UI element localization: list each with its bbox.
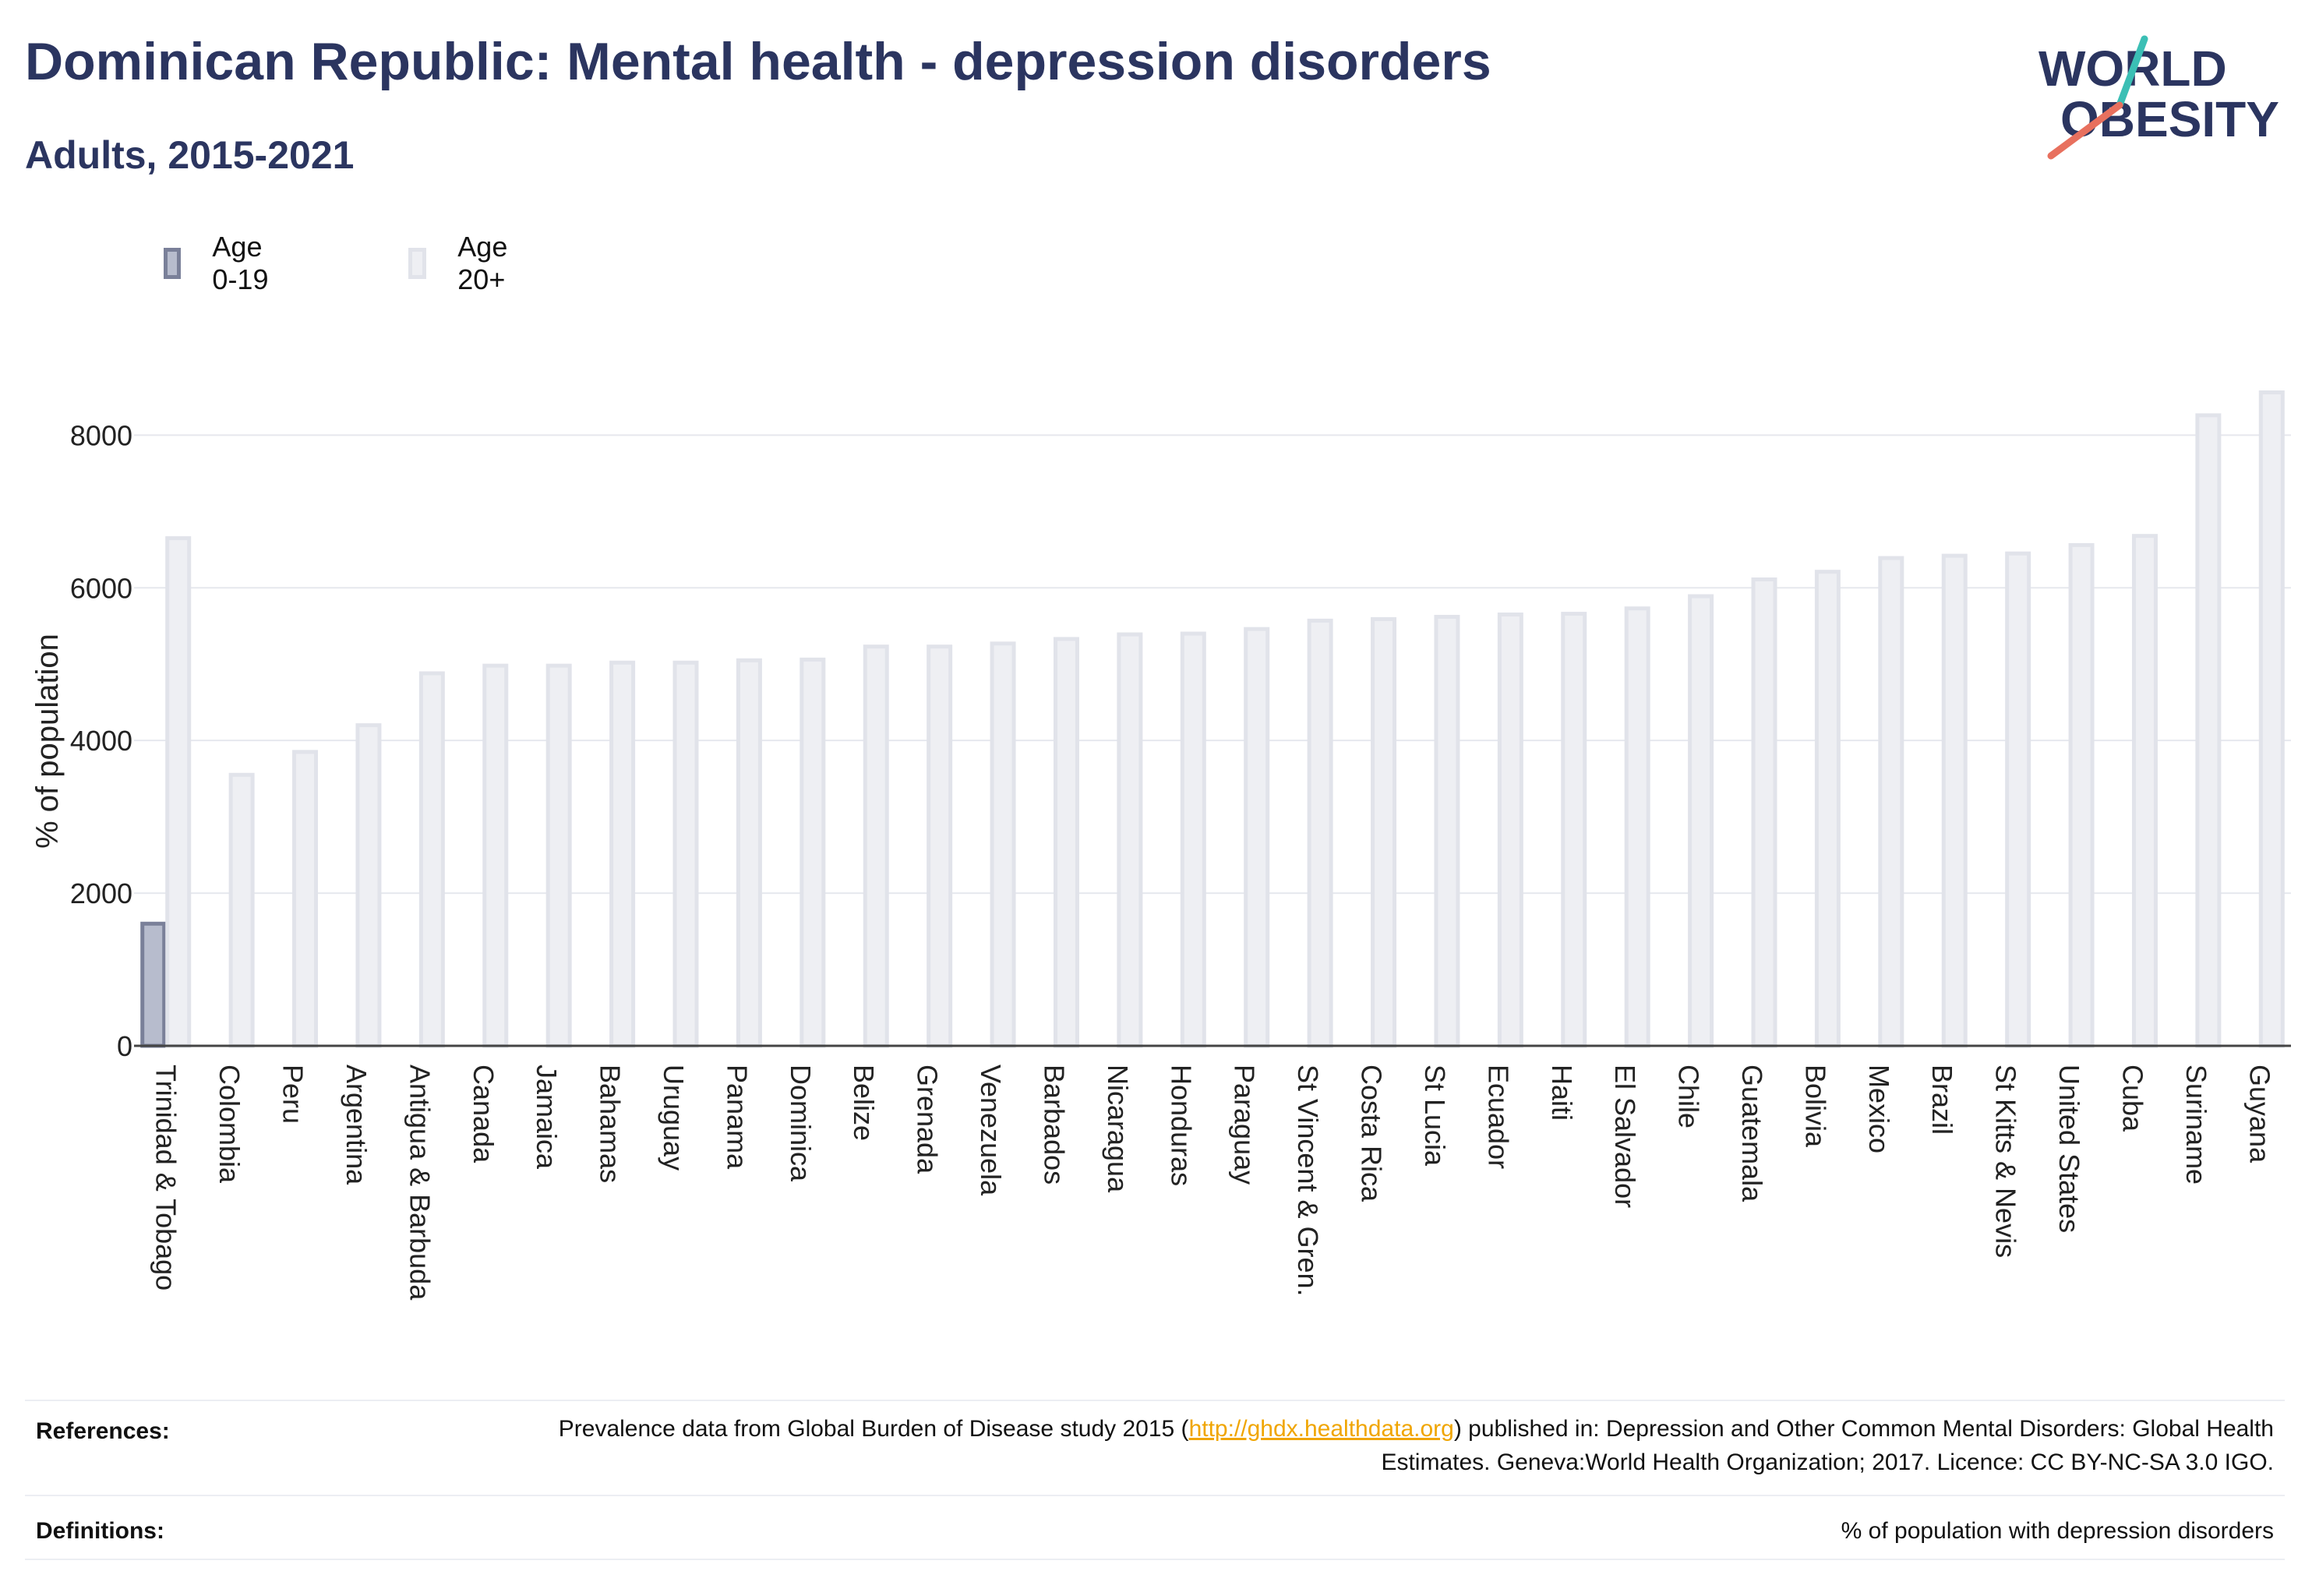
bar — [736, 658, 762, 1048]
x-tick-label: Venezuela — [975, 1065, 1007, 1196]
footer-divider-top — [25, 1400, 2285, 1401]
bar — [672, 660, 699, 1048]
y-tick-label: 6000 — [70, 572, 132, 604]
y-tick-label: 8000 — [70, 419, 132, 451]
references-link[interactable]: http://ghdx.healthdata.org — [1188, 1416, 1454, 1442]
x-tick-label: United States — [2053, 1065, 2085, 1233]
legend-label-age-0-19: Age 0-19 — [212, 231, 269, 295]
bar — [1053, 637, 1079, 1048]
references-text: Prevalence data from Global Burden of Di… — [482, 1412, 2274, 1479]
bar — [2068, 542, 2095, 1048]
bar — [1878, 556, 1904, 1048]
x-tick-label: Guatemala — [1736, 1065, 1768, 1202]
x-tick-label: Argentina — [341, 1065, 372, 1185]
page-subtitle: Adults, 2015-2021 — [25, 133, 355, 177]
bar — [355, 723, 382, 1048]
bar — [1941, 553, 1968, 1048]
bar — [1434, 614, 1460, 1048]
legend-item-age-0-19[interactable]: Age 0-19 — [164, 231, 271, 296]
x-tick-label: Haiti — [1546, 1065, 1578, 1121]
x-tick-label: Paraguay — [1229, 1065, 1261, 1185]
bar — [292, 750, 319, 1048]
x-tick-label: St Lucia — [1419, 1065, 1451, 1167]
bar — [1561, 612, 1587, 1048]
x-tick-label: Chile — [1673, 1065, 1705, 1128]
x-tick-label: Trinidad & Tobago — [150, 1065, 182, 1291]
references-label: References: — [36, 1418, 170, 1444]
x-tick-label: Suriname — [2180, 1065, 2212, 1185]
x-tick-label: Bahamas — [595, 1065, 627, 1183]
x-tick-label: St Vincent & Gren. — [1292, 1065, 1324, 1297]
y-tick-label: 4000 — [70, 725, 132, 757]
bar — [1688, 594, 1714, 1048]
bar — [228, 772, 255, 1048]
x-tick-label: Dominica — [785, 1065, 817, 1182]
x-tick-label: Peru — [277, 1065, 309, 1124]
references-pre: Prevalence data from Global Burden of Di… — [558, 1416, 1189, 1442]
y-axis-label: % of population — [30, 634, 65, 849]
bar — [1307, 618, 1333, 1048]
x-tick-label: Antigua & Barbuda — [404, 1065, 436, 1301]
x-tick-label: El Salvador — [1609, 1065, 1641, 1208]
bar — [609, 660, 636, 1048]
y-tick-label: 2000 — [70, 877, 132, 909]
x-tick-label: Mexico — [1863, 1065, 1895, 1153]
x-tick-label: Bolivia — [1799, 1065, 1831, 1148]
bar-chart: 0 2000 4000 6000 8000 % of population Trinidad… — [30, 390, 2291, 1301]
bar — [482, 663, 509, 1048]
bar — [2131, 534, 2158, 1048]
x-tick-label: Barbados — [1038, 1065, 1070, 1185]
x-tick-label: Canada — [468, 1065, 499, 1163]
legend-swatch-age-20-plus — [408, 248, 427, 279]
bar — [165, 536, 192, 1048]
bar — [1244, 627, 1270, 1048]
bar — [2258, 390, 2285, 1048]
world-obesity-logo: WORLD OBESITY — [2038, 35, 2279, 160]
x-tick-label: Colombia — [214, 1065, 245, 1184]
x-tick-label: Nicaragua — [1102, 1065, 1134, 1193]
x-tick-label: Ecuador — [1482, 1065, 1514, 1169]
bar — [418, 671, 445, 1048]
definitions-label: Definitions: — [36, 1518, 164, 1544]
x-tick-label: Belize — [848, 1065, 880, 1141]
bar — [545, 663, 572, 1048]
bar — [863, 644, 889, 1048]
bar — [1814, 570, 1841, 1048]
x-tick-label: Grenada — [912, 1065, 944, 1174]
x-tick-label: Guyana — [2243, 1065, 2275, 1163]
y-tick-label: 0 — [117, 1030, 132, 1062]
definitions-text: % of population with depression disorder… — [1841, 1518, 2274, 1544]
logo-slash-coral — [2047, 101, 2123, 160]
bar — [1180, 631, 1206, 1048]
x-tick-label: Brazil — [1926, 1065, 1958, 1135]
references-post: ) published in: Depression and Other Com… — [1381, 1416, 2274, 1475]
bar — [2195, 413, 2222, 1048]
x-tick-label: Honduras — [1165, 1065, 1197, 1186]
footer-divider-bottom — [25, 1559, 2285, 1560]
footer-divider-mid — [25, 1495, 2285, 1496]
page-title: Dominican Republic: Mental health - depr… — [25, 32, 1491, 91]
logo-slash-teal — [2116, 35, 2148, 109]
x-tick-label: Costa Rica — [1356, 1065, 1388, 1202]
x-tick-label: Cuba — [2116, 1065, 2148, 1132]
bar — [1751, 577, 1777, 1048]
bar — [1624, 606, 1650, 1048]
bar — [1117, 632, 1143, 1048]
legend-swatch-age-0-19 — [164, 248, 182, 279]
x-tick-label: Jamaica — [531, 1065, 563, 1170]
legend-item-age-20-plus[interactable]: Age 20+ — [408, 231, 516, 296]
bar — [990, 641, 1016, 1048]
x-tick-label: St Kitts & Nevis — [1990, 1065, 2022, 1258]
legend-label-age-20-plus: Age 20+ — [457, 231, 508, 295]
bar — [800, 657, 826, 1048]
x-tick-label: Uruguay — [658, 1065, 690, 1171]
bar — [1497, 613, 1523, 1048]
bar — [2005, 551, 2031, 1048]
bar — [927, 644, 953, 1048]
bar — [1371, 616, 1397, 1048]
bar — [140, 921, 167, 1048]
x-tick-label: Panama — [721, 1065, 753, 1170]
